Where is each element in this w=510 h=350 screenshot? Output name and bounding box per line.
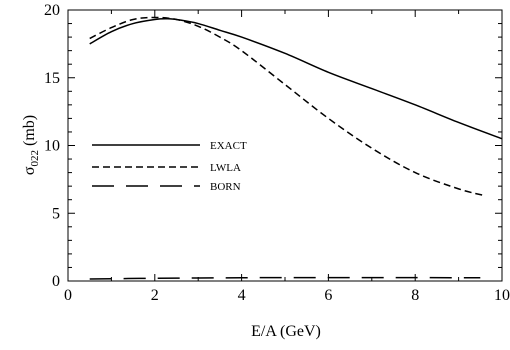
x-axis-label: E/A (GeV) bbox=[251, 323, 321, 340]
series-line-lwla bbox=[89, 16, 485, 197]
y-axis-label: σ022 (mb) bbox=[21, 115, 41, 175]
x-tick-label: 2 bbox=[151, 287, 159, 304]
x-tick-label: 10 bbox=[494, 287, 510, 304]
x-tick-label: 8 bbox=[411, 287, 419, 304]
series-lines bbox=[89, 16, 503, 280]
series-line-born bbox=[89, 276, 481, 280]
x-tick-label: 4 bbox=[238, 287, 246, 304]
y-axis-label-unit: (mb) bbox=[21, 115, 38, 150]
legend: EXACT LWLA BORN bbox=[92, 140, 247, 193]
y-tick-label: 15 bbox=[44, 70, 60, 87]
series-line-exact bbox=[89, 18, 503, 140]
legend-label-exact: EXACT bbox=[210, 140, 247, 152]
y-tick-label: 0 bbox=[52, 273, 60, 290]
y-tick-label: 5 bbox=[52, 205, 60, 222]
legend-label-born: BORN bbox=[210, 181, 241, 193]
y-axis-label-main: σ bbox=[21, 166, 38, 175]
y-axis-label-sub: 022 bbox=[29, 150, 41, 167]
legend-label-lwla: LWLA bbox=[210, 162, 241, 174]
y-tick-label: 20 bbox=[44, 2, 60, 19]
tick-labels: 0 2 4 6 8 10 0 5 10 15 20 bbox=[44, 2, 510, 304]
y-tick-label: 10 bbox=[44, 138, 60, 155]
x-tick-label: 0 bbox=[64, 287, 72, 304]
x-tick-label: 6 bbox=[324, 287, 332, 304]
